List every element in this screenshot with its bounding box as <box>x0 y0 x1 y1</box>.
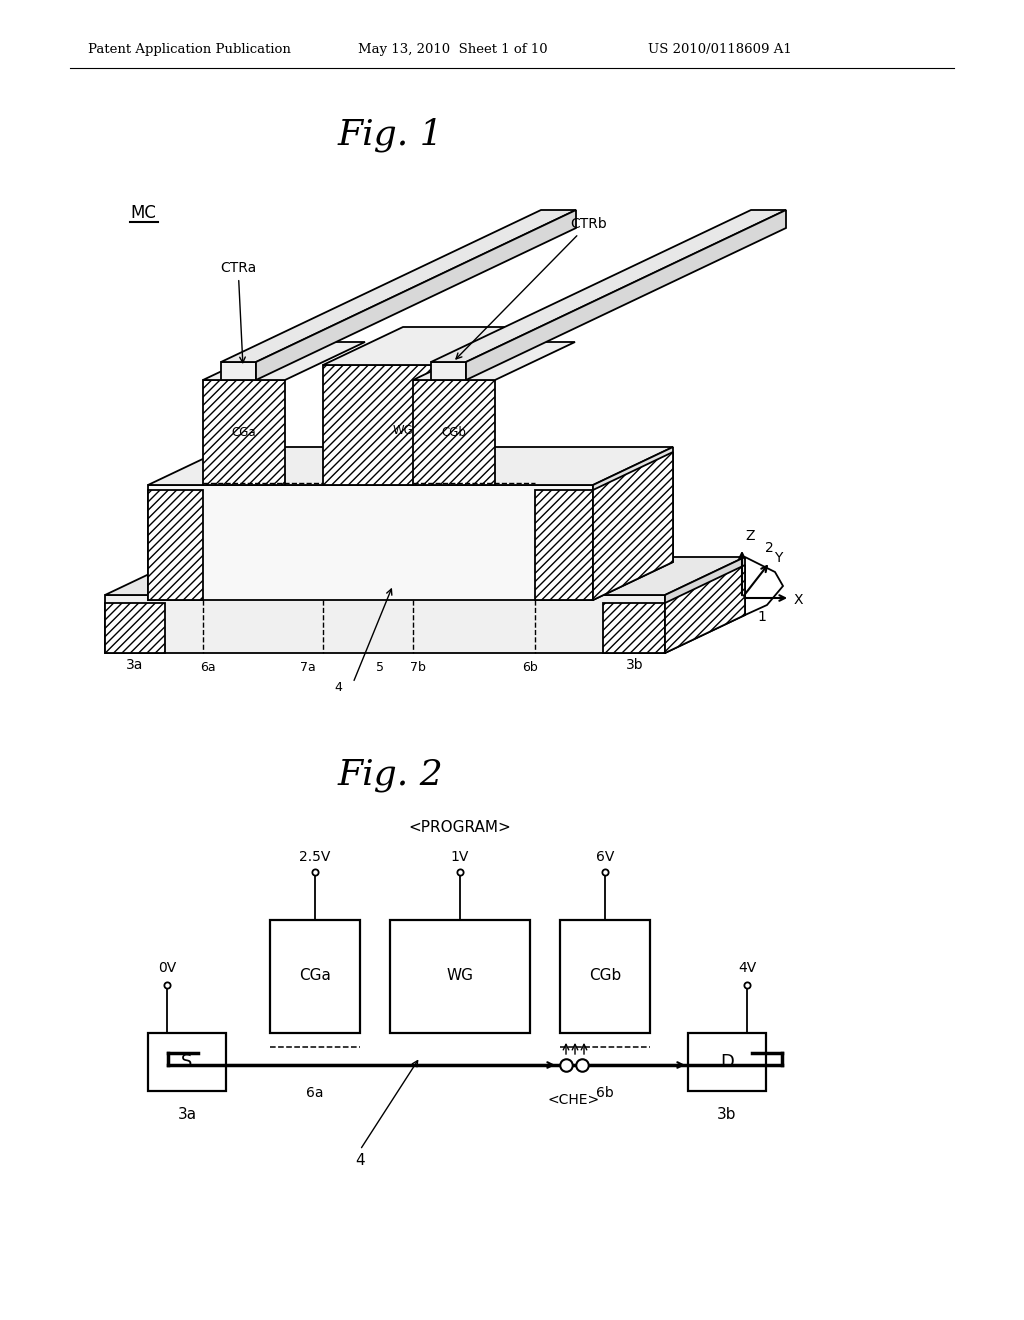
Text: CGb: CGb <box>441 425 467 438</box>
Polygon shape <box>431 362 466 380</box>
Text: Y: Y <box>774 550 782 565</box>
Text: 6a: 6a <box>306 1086 324 1100</box>
Text: Z: Z <box>745 529 755 543</box>
Text: 2: 2 <box>765 541 774 554</box>
Text: 4: 4 <box>334 681 342 694</box>
Text: CGa: CGa <box>299 969 331 983</box>
Polygon shape <box>413 380 495 484</box>
Text: S: S <box>181 1053 193 1071</box>
Bar <box>270 920 360 1034</box>
Polygon shape <box>431 210 786 362</box>
Text: 7b: 7b <box>410 661 426 675</box>
Text: 3b: 3b <box>627 657 644 672</box>
Polygon shape <box>665 565 745 653</box>
Polygon shape <box>105 595 665 653</box>
Polygon shape <box>203 342 365 380</box>
Text: US 2010/0118609 A1: US 2010/0118609 A1 <box>648 44 792 57</box>
Text: 1V: 1V <box>451 850 469 865</box>
Text: CGb: CGb <box>589 969 622 983</box>
Bar <box>390 920 530 1034</box>
Text: May 13, 2010  Sheet 1 of 10: May 13, 2010 Sheet 1 of 10 <box>358 44 548 57</box>
Text: <PROGRAM>: <PROGRAM> <box>409 820 511 836</box>
Polygon shape <box>603 603 665 653</box>
Bar <box>560 920 650 1034</box>
Text: 2.5V: 2.5V <box>299 850 331 865</box>
Text: Fig. 2: Fig. 2 <box>337 758 442 792</box>
Polygon shape <box>203 380 285 484</box>
Text: WG: WG <box>392 424 414 437</box>
Polygon shape <box>323 366 483 484</box>
Polygon shape <box>148 490 203 601</box>
Bar <box>688 1034 766 1092</box>
Text: 3b: 3b <box>717 1107 736 1122</box>
Polygon shape <box>148 484 593 601</box>
Polygon shape <box>256 210 575 380</box>
Text: <CHE>: <CHE> <box>548 1093 600 1107</box>
Text: 3a: 3a <box>177 1107 197 1122</box>
Text: 7a: 7a <box>300 661 315 675</box>
Text: 4: 4 <box>355 1152 365 1168</box>
Text: 4V: 4V <box>738 961 756 975</box>
Text: 6b: 6b <box>522 661 538 675</box>
Text: 6b: 6b <box>596 1086 613 1100</box>
Text: CTRb: CTRb <box>456 216 607 359</box>
Polygon shape <box>413 342 575 380</box>
Text: 6V: 6V <box>596 850 614 865</box>
Text: 0V: 0V <box>158 961 176 975</box>
Polygon shape <box>221 210 575 362</box>
Polygon shape <box>466 210 786 380</box>
Text: D: D <box>720 1053 734 1071</box>
Text: CGa: CGa <box>231 425 256 438</box>
Text: 5: 5 <box>376 661 384 675</box>
Text: 6a: 6a <box>200 661 216 675</box>
Text: MC: MC <box>130 205 156 222</box>
Polygon shape <box>665 557 745 653</box>
Polygon shape <box>105 603 165 653</box>
Polygon shape <box>221 362 256 380</box>
Text: 3a: 3a <box>126 657 143 672</box>
Text: Patent Application Publication: Patent Application Publication <box>88 44 291 57</box>
Text: Fig. 1: Fig. 1 <box>337 117 442 153</box>
Polygon shape <box>593 451 673 601</box>
Polygon shape <box>148 447 673 484</box>
Polygon shape <box>535 490 593 601</box>
Text: WG: WG <box>446 969 473 983</box>
Text: X: X <box>794 593 804 607</box>
Polygon shape <box>105 557 745 595</box>
Text: CTRa: CTRa <box>220 261 256 363</box>
Text: 1: 1 <box>757 610 766 624</box>
Polygon shape <box>323 327 563 366</box>
Bar <box>148 1034 226 1092</box>
Polygon shape <box>593 447 673 601</box>
